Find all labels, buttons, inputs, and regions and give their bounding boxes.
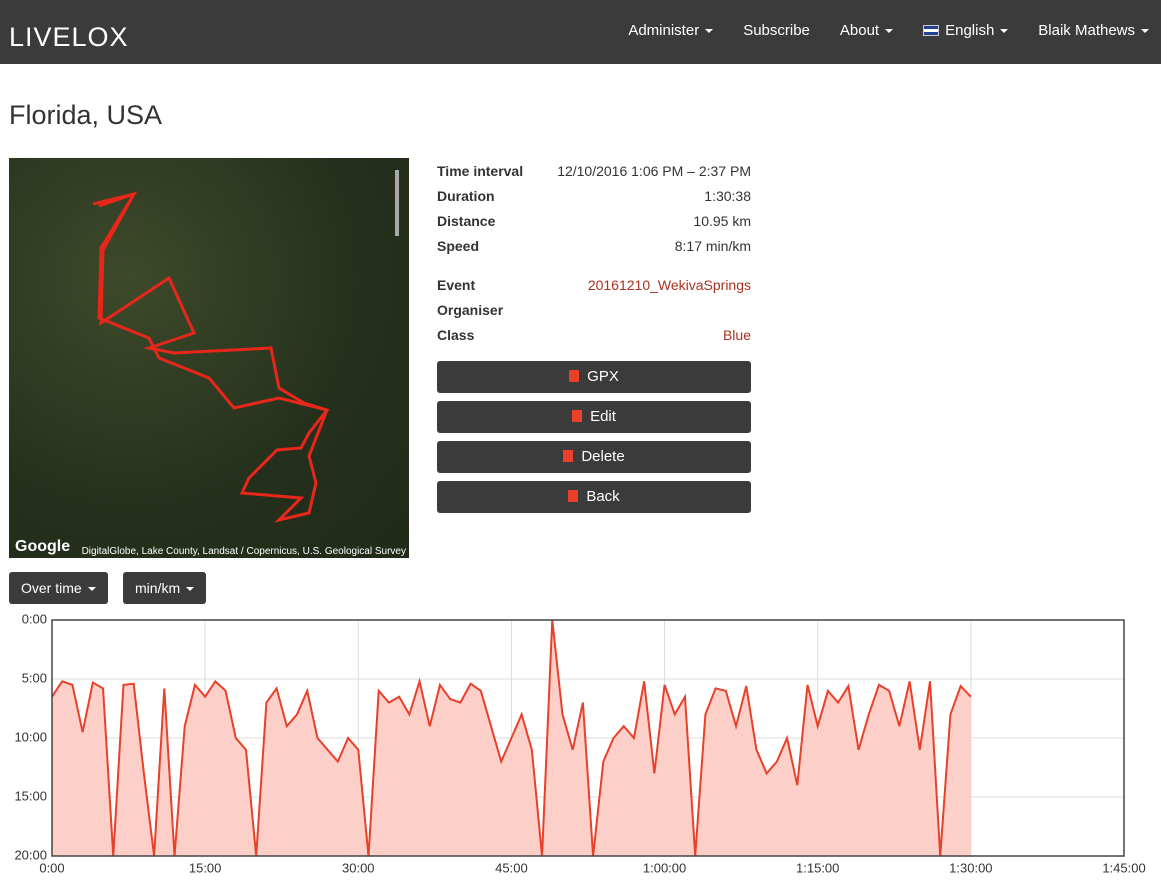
nav-item[interactable]: Blaik Mathews	[1038, 22, 1149, 39]
nav-item[interactable]: English	[923, 22, 1008, 39]
event-table: Event 20161210_WekivaSprings Organiser Cl…	[437, 272, 751, 347]
edit-button[interactable]: Edit	[437, 401, 751, 433]
dropdown-text: min/km	[135, 580, 181, 596]
details-table: Time interval 12/10/2016 1:06 PM – 2:37 P…	[437, 158, 751, 258]
nav-item-text: English	[945, 22, 995, 39]
row: Organiser	[437, 297, 751, 322]
x-tick-label: 1:00:00	[643, 860, 686, 875]
x-tick-label: 1:15:00	[796, 860, 839, 875]
nav-item[interactable]: Administer	[628, 22, 713, 39]
label: Class	[437, 326, 475, 343]
label: Event	[437, 276, 476, 293]
x-tick-label: 1:45:00	[1102, 860, 1145, 875]
event-link[interactable]: 20161210_WekivaSprings	[587, 276, 751, 293]
button-text: Back	[586, 488, 620, 505]
button-text: Edit	[590, 408, 616, 425]
row: Duration 1:30:38	[437, 183, 751, 208]
flag-icon	[923, 25, 940, 36]
class-link[interactable]: Blue	[722, 326, 751, 343]
x-tick-label: 1:30:00	[949, 860, 992, 875]
back-button[interactable]: Back	[437, 481, 751, 513]
row: Time interval 12/10/2016 1:06 PM – 2:37 P…	[437, 158, 751, 183]
route	[92, 170, 399, 523]
navbar: LIVELOX Administer Subscribe About Engli…	[0, 0, 1161, 64]
x-tick-label: 15:00	[189, 860, 222, 875]
row: Class Blue	[437, 322, 751, 347]
map-attribution: DigitalGlobe, Lake County, Landsat / Cop…	[81, 546, 406, 557]
label: Distance	[437, 212, 496, 229]
x-tick-label: 0:00	[39, 860, 64, 875]
value: 10.95 km	[693, 212, 751, 229]
line	[51, 619, 972, 857]
delete-button[interactable]: Delete	[437, 441, 751, 473]
y-tick-label: 15:00	[14, 788, 47, 803]
map-logo: Google	[15, 538, 71, 555]
dropdown[interactable]: Over time	[9, 572, 108, 604]
page-title: Florida, USA	[9, 100, 163, 130]
area	[52, 620, 971, 856]
y-tick-label: 10:00	[14, 729, 47, 744]
value: 8:17 min/km	[674, 237, 751, 254]
row: Event 20161210_WekivaSprings	[437, 272, 751, 297]
y-tick-label: 5:00	[22, 670, 47, 685]
button-text: Delete	[581, 448, 625, 465]
plot-frame	[51, 619, 1125, 857]
value: 1:30:38	[704, 187, 751, 204]
label: Duration	[437, 187, 495, 204]
map[interactable]: DigitalGlobe, Lake County, Landsat / Cop…	[9, 158, 409, 558]
x-tick-label: 45:00	[495, 860, 528, 875]
value: 12/10/2016 1:06 PM – 2:37 PM	[557, 162, 751, 179]
label: Speed	[437, 237, 480, 254]
dropdown[interactable]: min/km	[123, 572, 207, 604]
row: Speed 8:17 min/km	[437, 233, 751, 258]
dropdown-text: Over time	[21, 580, 82, 596]
nav-item[interactable]: Subscribe	[743, 22, 810, 39]
y-tick-label: 20:00	[14, 847, 47, 862]
logo[interactable]: LIVELOX	[9, 22, 129, 52]
label: Time interval	[437, 162, 524, 179]
nav-item[interactable]: About	[840, 22, 893, 39]
label: Organiser	[437, 301, 504, 318]
row: Distance 10.95 km	[437, 208, 751, 233]
nav-items: Administer Subscribe About English Blaik…	[628, 22, 1149, 39]
x-tick-label: 30:00	[342, 860, 375, 875]
y-tick-label: 0:00	[22, 611, 47, 626]
button-text: GPX	[587, 368, 619, 385]
gpx-button[interactable]: GPX	[437, 361, 751, 393]
